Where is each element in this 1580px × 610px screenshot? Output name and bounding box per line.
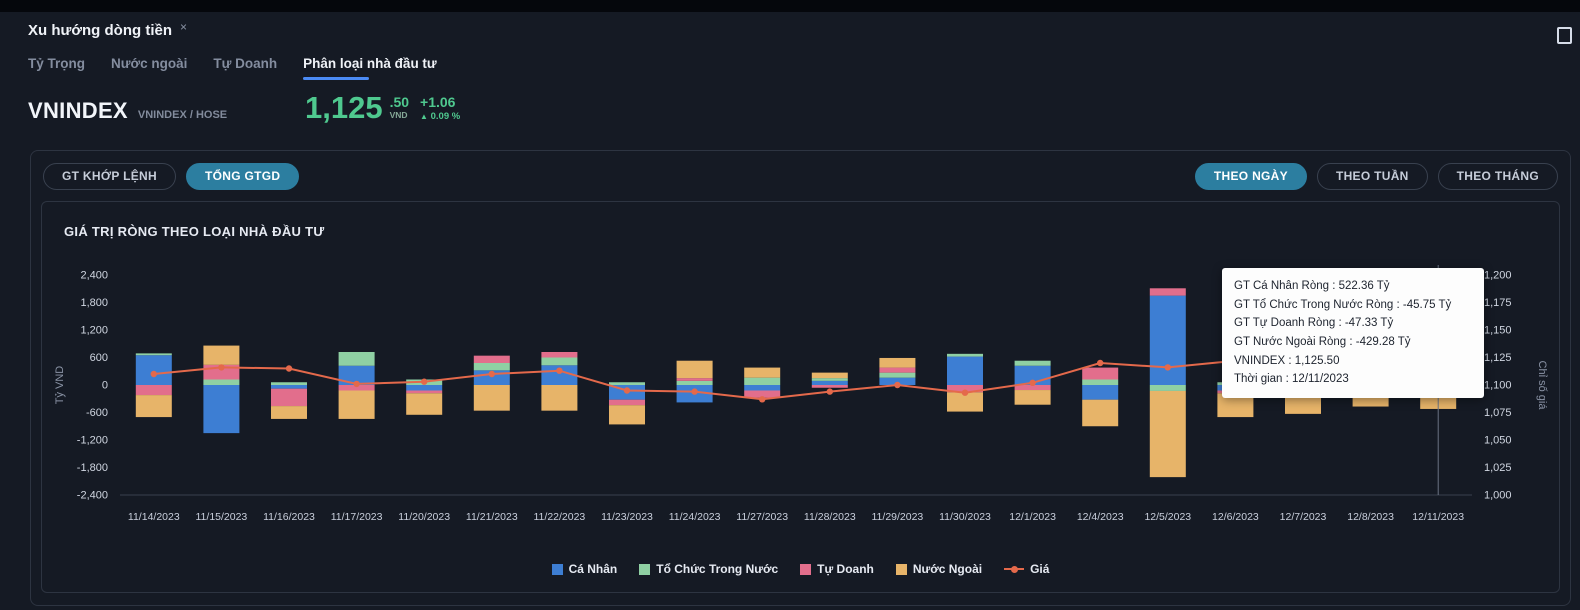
nuoc-ngoai-swatch-icon: [895, 563, 907, 575]
svg-text:11/22/2023: 11/22/2023: [534, 511, 586, 523]
svg-text:1,000: 1,000: [1484, 490, 1512, 502]
svg-text:Tỷ VND: Tỷ VND: [54, 366, 66, 405]
svg-text:1,100: 1,100: [1484, 380, 1512, 392]
svg-text:11/14/2023: 11/14/2023: [128, 511, 180, 523]
theo-thang-button[interactable]: THEO THÁNG: [1437, 163, 1558, 190]
svg-text:11/21/2023: 11/21/2023: [466, 511, 518, 523]
svg-text:12/7/2023: 12/7/2023: [1280, 511, 1327, 523]
svg-text:12/4/2023: 12/4/2023: [1077, 511, 1124, 523]
index-price-block: 1,125 .50 VND +1.06 ▲ 0.09 %: [305, 92, 460, 124]
browser-top-strip: [0, 0, 1580, 12]
index-price: 1,125: [305, 90, 383, 125]
up-triangle-icon: ▲: [420, 112, 428, 122]
svg-text:1,150: 1,150: [1484, 325, 1512, 337]
svg-text:1,800: 1,800: [80, 297, 108, 309]
svg-text:2,400: 2,400: [80, 270, 108, 282]
tooltip-line: GT Tự Doanh Ròng : -47.33 Tỷ: [1234, 317, 1394, 330]
subnav: Tỷ Trọng Nước ngoài Tự Doanh Phân loại n…: [28, 56, 437, 80]
page-tab: Xu hướng dòng tiền ×: [28, 20, 188, 39]
index-symbol: VNINDEX: [28, 98, 128, 123]
document-icon[interactable]: [1557, 27, 1572, 44]
svg-text:-2,400: -2,400: [77, 490, 108, 502]
svg-text:-1,200: -1,200: [77, 435, 108, 447]
tab-close-icon[interactable]: ×: [180, 20, 188, 34]
svg-text:12/5/2023: 12/5/2023: [1144, 511, 1191, 523]
chart-toolbar: GT KHỚP LỆNH TỔNG GTGD THEO NGÀY THEO TU…: [43, 163, 1558, 191]
svg-text:1,025: 1,025: [1484, 462, 1512, 474]
legend-item-ca-nhan[interactable]: Cá Nhân: [551, 562, 617, 576]
tooltip-line: Thời gian : 12/11/2023: [1234, 373, 1349, 386]
svg-text:11/24/2023: 11/24/2023: [669, 511, 721, 523]
ca-nhan-swatch-icon: [551, 563, 563, 575]
svg-text:1,200: 1,200: [1484, 270, 1512, 282]
svg-text:1,050: 1,050: [1484, 435, 1512, 447]
subnav-item-tu-doanh[interactable]: Tự Doanh: [213, 56, 278, 71]
svg-text:11/27/2023: 11/27/2023: [736, 511, 788, 523]
chart-title: GIÁ TRỊ RÒNG THEO LOẠI NHÀ ĐẦU TƯ: [64, 224, 325, 239]
svg-text:600: 600: [90, 352, 108, 364]
legend-item-tu-doanh[interactable]: Tự Doanh: [800, 562, 874, 576]
svg-text:11/29/2023: 11/29/2023: [872, 511, 924, 523]
value-mode-toggle: GT KHỚP LỆNH TỔNG GTGD: [43, 163, 300, 191]
index-change-percent: ▲ 0.09 %: [420, 111, 461, 123]
index-exchange-label: VNINDEX / HOSE: [137, 109, 228, 121]
index-summary: VNINDEX VNINDEX / HOSE: [28, 98, 227, 124]
svg-text:11/16/2023: 11/16/2023: [263, 511, 315, 523]
svg-text:1,200: 1,200: [80, 325, 108, 337]
to-chuc-swatch-icon: [639, 563, 651, 575]
svg-text:-600: -600: [86, 407, 108, 419]
chart-legend: Cá Nhân Tổ Chức Trong Nước Tự Doanh Nước…: [42, 562, 1559, 576]
index-currency: VND: [389, 110, 408, 121]
svg-text:0: 0: [102, 380, 108, 392]
tooltip-line: GT Nước Ngoài Ròng : -429.28 Tỷ: [1234, 335, 1411, 348]
tooltip-line: VNINDEX : 1,125.50: [1234, 354, 1340, 367]
chart-panel: GIÁ TRỊ RÒNG THEO LOẠI NHÀ ĐẦU TƯ -2,400…: [41, 201, 1560, 593]
svg-text:12/8/2023: 12/8/2023: [1347, 511, 1394, 523]
tooltip-line: GT Tổ Chức Trong Nước Ròng : -45.75 Tỷ: [1234, 298, 1452, 311]
subnav-item-ty-trong[interactable]: Tỷ Trọng: [28, 56, 85, 71]
period-toggle: THEO NGÀY THEO TUẦN THEO THÁNG: [1194, 163, 1558, 191]
svg-text:11/30/2023: 11/30/2023: [939, 511, 991, 523]
svg-text:11/17/2023: 11/17/2023: [331, 511, 383, 523]
svg-text:12/11/2023: 12/11/2023: [1412, 511, 1464, 523]
svg-text:11/23/2023: 11/23/2023: [601, 511, 653, 523]
gt-khop-lenh-button[interactable]: GT KHỚP LỆNH: [43, 163, 176, 190]
svg-text:1,175: 1,175: [1484, 297, 1512, 309]
svg-text:-1,800: -1,800: [77, 462, 108, 474]
gia-line-icon: [1004, 565, 1025, 573]
index-price-decimal: .50: [389, 94, 410, 110]
theo-tuan-button[interactable]: THEO TUẦN: [1316, 163, 1428, 190]
svg-text:1,075: 1,075: [1484, 407, 1512, 419]
legend-item-nuoc-ngoai[interactable]: Nước Ngoài: [895, 562, 982, 576]
svg-text:11/28/2023: 11/28/2023: [804, 511, 856, 523]
svg-text:1,125: 1,125: [1484, 352, 1512, 364]
tooltip-line: GT Cá Nhân Ròng : 522.36 Tỷ: [1234, 280, 1390, 292]
svg-text:11/20/2023: 11/20/2023: [398, 511, 450, 523]
investor-net-value-chart[interactable]: -2,400 -1,800 -1,200 -600 0 600 1,200 1,800 2,40…: [47, 252, 1557, 544]
svg-text:12/6/2023: 12/6/2023: [1212, 511, 1259, 523]
page-tab-title: Xu hướng dòng tiền: [28, 22, 173, 39]
tong-gtgd-button[interactable]: TỔNG GTGD: [185, 163, 300, 190]
index-change: +1.06: [420, 94, 456, 110]
theo-ngay-button[interactable]: THEO NGÀY: [1194, 163, 1307, 190]
chart-tooltip: GT Cá Nhân Ròng : 522.36 Tỷ GT Tổ Chức T…: [1222, 268, 1484, 398]
subnav-item-nuoc-ngoai[interactable]: Nước ngoài: [111, 56, 188, 71]
money-flow-panel: GT KHỚP LỆNH TỔNG GTGD THEO NGÀY THEO TU…: [30, 150, 1571, 606]
legend-item-to-chuc-trong-nuoc[interactable]: Tổ Chức Trong Nước: [639, 562, 778, 576]
svg-text:Chỉ số giá: Chỉ số giá: [1536, 361, 1548, 411]
tu-doanh-swatch-icon: [800, 563, 812, 575]
subnav-item-phan-loai-nha-dau-tu[interactable]: Phân loại nhà đầu tư: [303, 56, 437, 80]
legend-item-gia[interactable]: Giá: [1004, 562, 1049, 576]
svg-text:11/15/2023: 11/15/2023: [196, 511, 248, 523]
svg-text:12/1/2023: 12/1/2023: [1009, 511, 1056, 523]
